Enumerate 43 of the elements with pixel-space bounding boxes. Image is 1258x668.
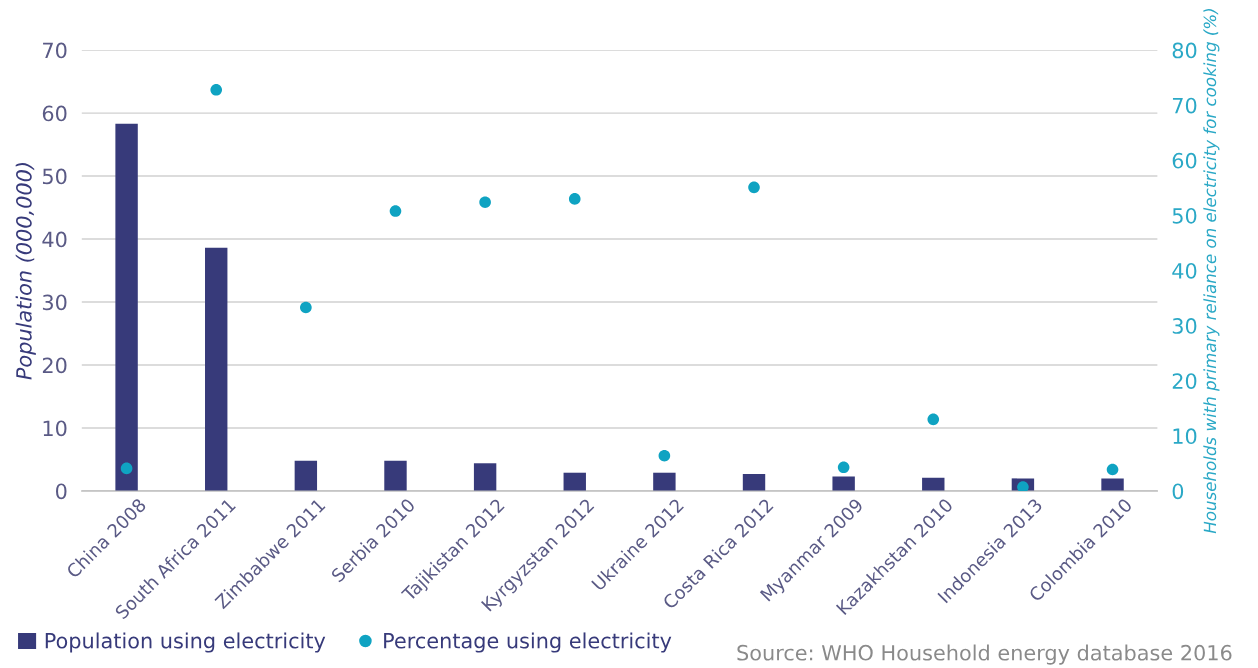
y-tick-label: 60 [42, 105, 67, 122]
y-tick-label: 40 [42, 231, 67, 248]
bar [384, 460, 407, 491]
y2-tick-label: 40 [1172, 262, 1197, 279]
point [389, 205, 402, 217]
bar [205, 247, 228, 491]
y2-tick-label: 20 [1172, 373, 1197, 389]
y2-tick-label: 70 [1172, 97, 1197, 114]
point [927, 413, 940, 426]
bar [115, 123, 138, 491]
y2-tick-label: 0 [1172, 483, 1184, 500]
bar [563, 472, 586, 491]
bar [742, 473, 766, 491]
y-tick-label: 30 [42, 294, 67, 311]
legend-label: Percentage using electricity [384, 632, 672, 653]
y-tick-label: 10 [43, 420, 67, 437]
point [479, 196, 491, 209]
point [748, 181, 760, 194]
y2-tick-label: 80 [1172, 42, 1197, 59]
y-tick-label: 70 [43, 42, 67, 59]
y2-tick-label: 60 [1172, 152, 1197, 169]
legend-label: Population using electricity [45, 632, 326, 653]
bar [1101, 478, 1124, 491]
bar [832, 476, 855, 491]
point [210, 83, 223, 96]
source-note: Source: WHO Household energy database 2016 [737, 644, 1232, 665]
y-axis-title: Population (000,000) [15, 163, 36, 380]
y2-axis-title: Households with primary reliance on electricity for cooking (%) [1203, 9, 1220, 534]
point [120, 462, 133, 475]
bar [653, 472, 676, 491]
point [658, 449, 671, 462]
point [568, 193, 581, 205]
point [1106, 463, 1119, 476]
bar [473, 463, 497, 491]
y-tick-label: 20 [42, 357, 67, 374]
y-tick-label: 0 [56, 483, 67, 500]
bar [294, 460, 318, 491]
y2-tick-label: 30 [1172, 318, 1197, 334]
y2-tick-label: 50 [1172, 207, 1197, 224]
y-tick-label: 50 [42, 168, 67, 185]
point [837, 461, 850, 474]
y2-tick-label: 10 [1173, 428, 1197, 445]
point [300, 301, 312, 314]
